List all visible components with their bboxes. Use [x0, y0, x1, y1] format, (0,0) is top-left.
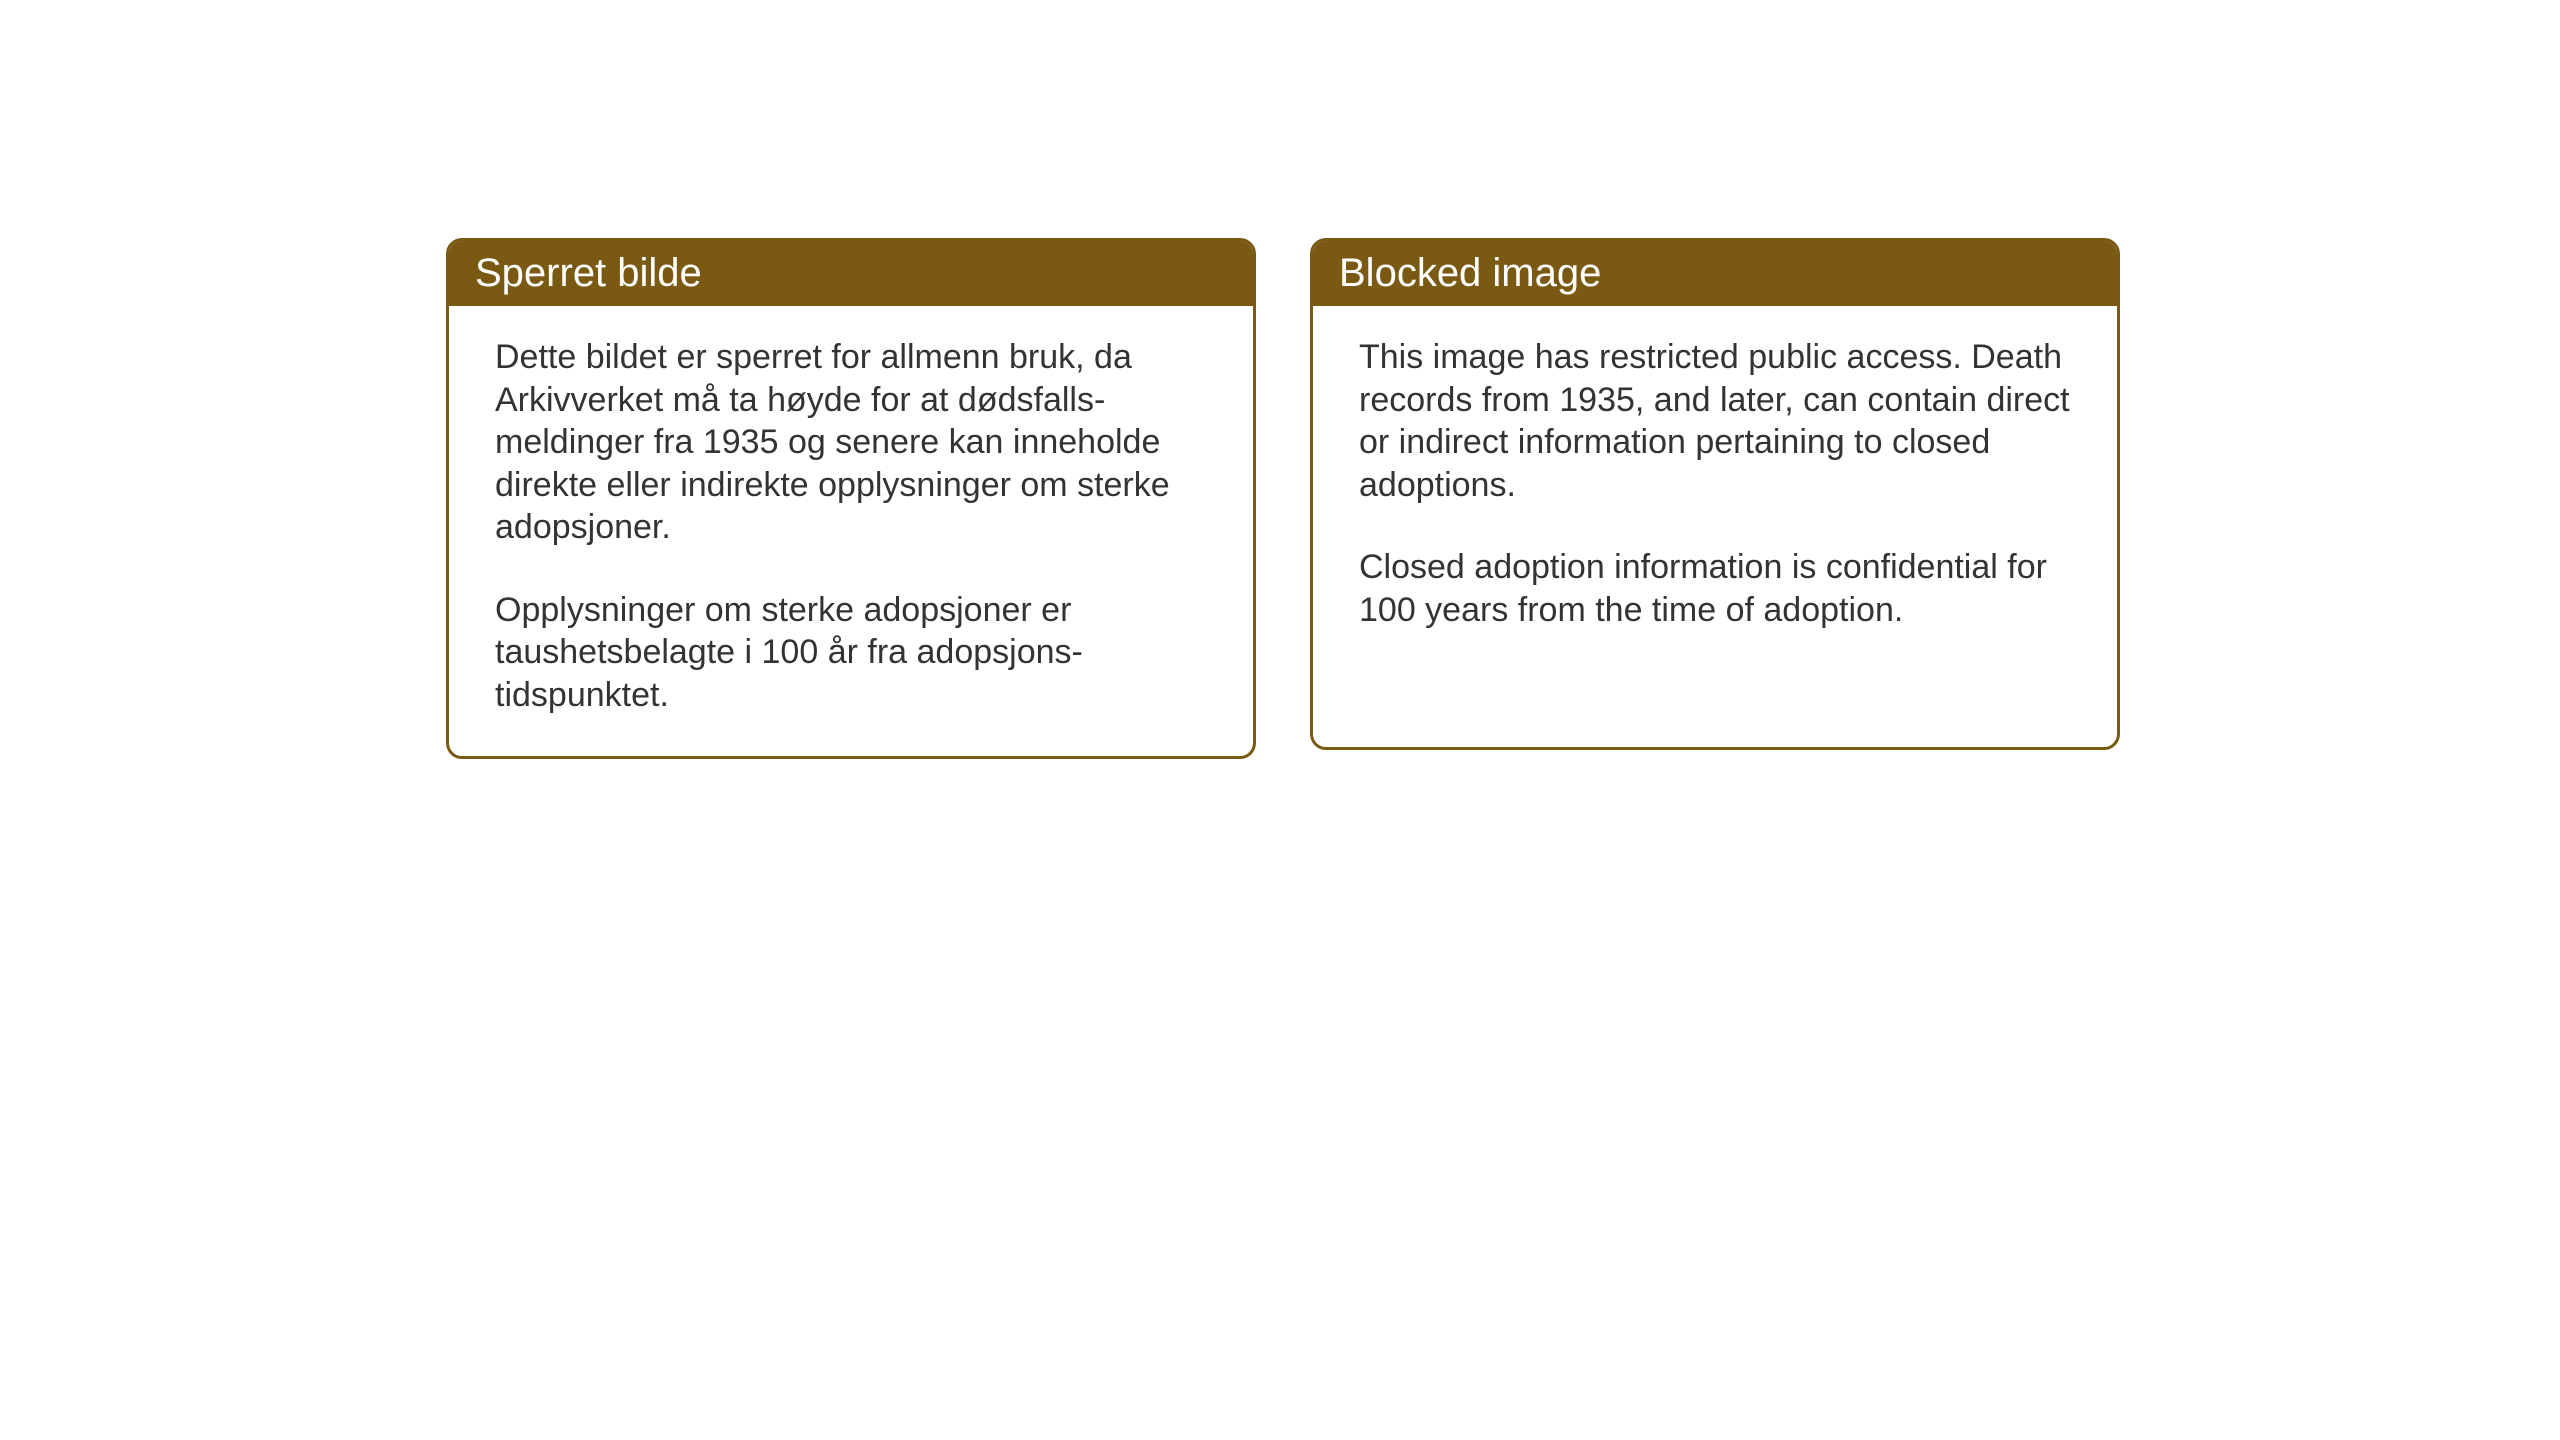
notice-header-english: Blocked image: [1313, 241, 2117, 306]
notice-body-english: This image has restricted public access.…: [1313, 306, 2117, 671]
notice-paragraph-2-english: Closed adoption information is confident…: [1359, 546, 2077, 631]
notice-header-norwegian: Sperret bilde: [449, 241, 1253, 306]
notice-paragraph-2-norwegian: Opplysninger om sterke adopsjoner er tau…: [495, 589, 1213, 717]
notice-paragraph-1-english: This image has restricted public access.…: [1359, 336, 2077, 506]
notice-box-norwegian: Sperret bilde Dette bildet er sperret fo…: [446, 238, 1256, 759]
notice-box-english: Blocked image This image has restricted …: [1310, 238, 2120, 750]
notice-body-norwegian: Dette bildet er sperret for allmenn bruk…: [449, 306, 1253, 756]
notice-paragraph-1-norwegian: Dette bildet er sperret for allmenn bruk…: [495, 336, 1213, 549]
notice-container: Sperret bilde Dette bildet er sperret fo…: [0, 0, 2560, 759]
